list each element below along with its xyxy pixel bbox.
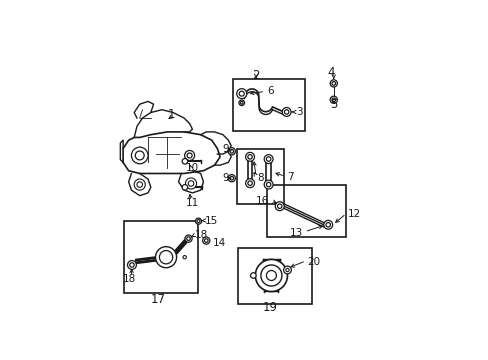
Circle shape [240,102,243,104]
Circle shape [137,182,142,187]
Circle shape [331,98,335,102]
Text: 18: 18 [122,274,136,284]
Text: 2: 2 [252,69,260,82]
Text: 8: 8 [257,173,263,183]
Circle shape [255,260,287,292]
Circle shape [204,239,207,242]
Circle shape [284,110,288,114]
Circle shape [135,151,144,160]
Text: 19: 19 [263,301,278,314]
Bar [124,221,198,293]
Bar [267,185,346,237]
Circle shape [129,263,134,267]
Circle shape [260,265,282,286]
Circle shape [229,176,233,180]
Circle shape [183,256,186,259]
Text: 3: 3 [295,107,302,117]
Text: 9: 9 [222,144,228,154]
Text: 16: 16 [256,195,269,206]
Circle shape [264,180,272,189]
Circle shape [182,158,187,164]
Circle shape [228,175,235,182]
Circle shape [127,261,136,269]
Circle shape [266,270,276,280]
Circle shape [266,183,270,187]
Circle shape [184,150,194,161]
Text: 1: 1 [167,108,175,121]
Circle shape [229,149,233,153]
Text: 7: 7 [286,172,293,182]
Circle shape [283,266,291,274]
Circle shape [197,220,200,223]
Circle shape [285,268,288,271]
Bar [236,149,284,204]
Circle shape [182,185,187,190]
Circle shape [155,247,176,268]
Circle shape [236,89,246,99]
Bar [238,248,311,304]
Circle shape [329,80,337,87]
Text: 18: 18 [195,230,208,240]
Circle shape [247,181,252,185]
Circle shape [239,100,244,105]
Circle shape [247,155,252,159]
Circle shape [195,218,201,224]
Bar [232,79,304,131]
Circle shape [159,251,172,264]
Circle shape [282,108,290,116]
Circle shape [188,181,193,186]
Text: 12: 12 [347,209,360,219]
Circle shape [187,153,192,158]
Circle shape [245,179,254,188]
Circle shape [250,273,256,278]
Circle shape [185,178,196,189]
Text: 9: 9 [222,173,228,183]
Text: 10: 10 [185,163,199,174]
Circle shape [184,235,192,242]
Text: 14: 14 [212,238,225,248]
Circle shape [277,204,282,208]
Text: 4: 4 [326,66,334,79]
Circle shape [202,237,209,244]
Circle shape [131,147,148,164]
Text: 11: 11 [185,198,199,208]
Circle shape [245,152,254,161]
Text: 20: 20 [307,257,320,267]
Circle shape [239,91,244,96]
Text: 17: 17 [150,293,165,306]
Circle shape [323,220,332,229]
Circle shape [331,82,335,85]
Circle shape [134,179,145,190]
Circle shape [228,148,235,155]
Circle shape [264,155,272,163]
Circle shape [325,222,330,227]
Circle shape [275,202,284,211]
Circle shape [266,157,270,161]
Text: 13: 13 [289,228,303,238]
Circle shape [186,237,190,240]
Text: 5: 5 [329,98,337,111]
Text: 15: 15 [205,216,218,226]
Text: 6: 6 [267,86,273,96]
Circle shape [329,96,337,103]
